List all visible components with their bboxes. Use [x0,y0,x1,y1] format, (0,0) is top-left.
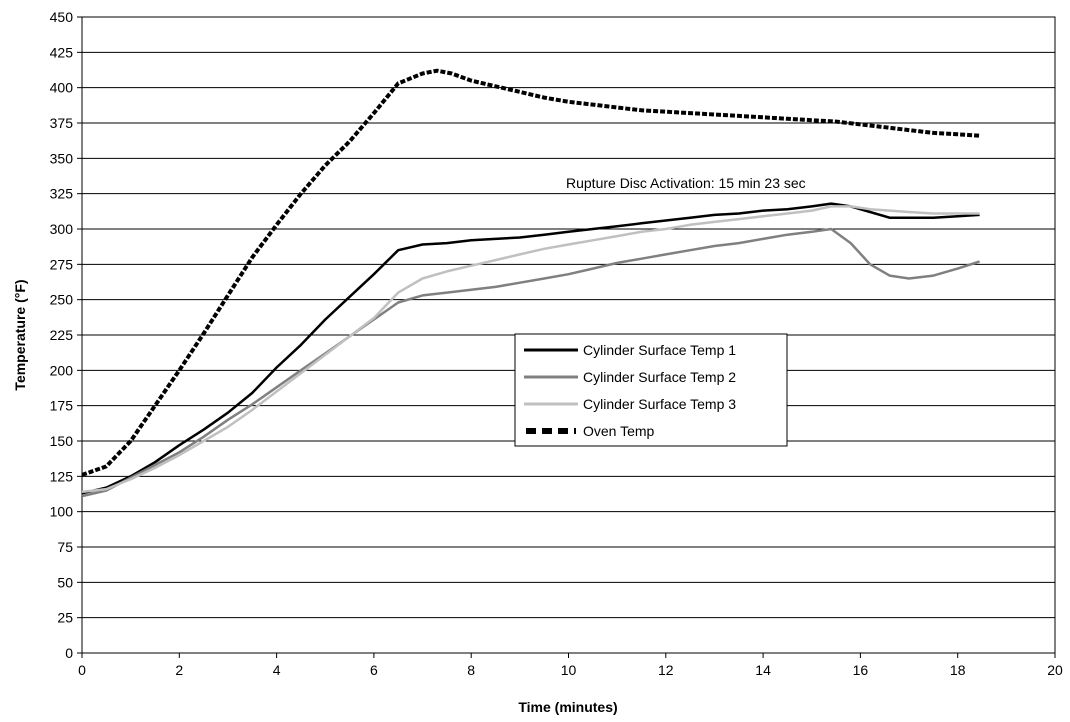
annotation-rupture-disc: Rupture Disc Activation: 15 min 23 sec [566,175,806,191]
y-tick-label: 225 [50,327,74,343]
y-tick-label: 375 [50,115,74,131]
y-tick-label: 350 [50,150,74,166]
y-axis-title: Temperature (°F) [12,279,28,390]
gridlines [82,51,1055,619]
y-tick-label: 125 [50,468,74,484]
y-tick-label: 275 [50,256,74,272]
y-tick-label: 50 [57,574,73,590]
y-tick-label: 150 [50,433,74,449]
y-tick-label: 400 [50,80,74,96]
x-tick-label: 4 [273,662,281,678]
series-lines [81,68,980,498]
x-tick-label: 8 [467,662,475,678]
y-tick-label: 25 [57,610,73,626]
y-tick-label: 100 [50,504,74,520]
x-tick-label: 20 [1047,662,1063,678]
y-tick-label: 425 [50,44,74,60]
y-tick-label: 0 [65,645,73,661]
y-tick-label: 325 [50,186,74,202]
x-tick-label: 2 [175,662,183,678]
x-tick-label: 18 [950,662,966,678]
x-tick-label: 10 [561,662,577,678]
x-tick-label: 0 [78,662,86,678]
legend-label-cylinder-temp-1: Cylinder Surface Temp 1 [583,342,736,358]
x-tick-label: 16 [853,662,869,678]
series-line-cylinder-surface-temp-3 [81,205,980,494]
legend-label-cylinder-temp-2: Cylinder Surface Temp 2 [583,369,736,385]
x-tick-label: 6 [370,662,378,678]
y-tick-label: 300 [50,221,74,237]
x-tick-label: 12 [658,662,674,678]
y-tick-label: 175 [50,398,74,414]
y-tick-label: 75 [57,539,73,555]
series-line-cylinder-surface-temp-2 [81,227,980,498]
legend-label-oven-temp: Oven Temp [583,423,655,439]
series-line-oven-temp [81,68,980,477]
legend-label-cylinder-temp-3: Cylinder Surface Temp 3 [583,396,736,412]
x-axis-title: Time (minutes) [518,699,617,715]
y-tick-label: 450 [50,9,74,25]
x-tick-label: 14 [755,662,771,678]
legend: Cylinder Surface Temp 1 Cylinder Surface… [514,333,788,447]
axis-ticks: 0255075100125150175200225250275300325350… [50,9,1063,678]
y-tick-label: 200 [50,362,74,378]
y-tick-label: 250 [50,292,74,308]
legend-box [514,333,788,447]
